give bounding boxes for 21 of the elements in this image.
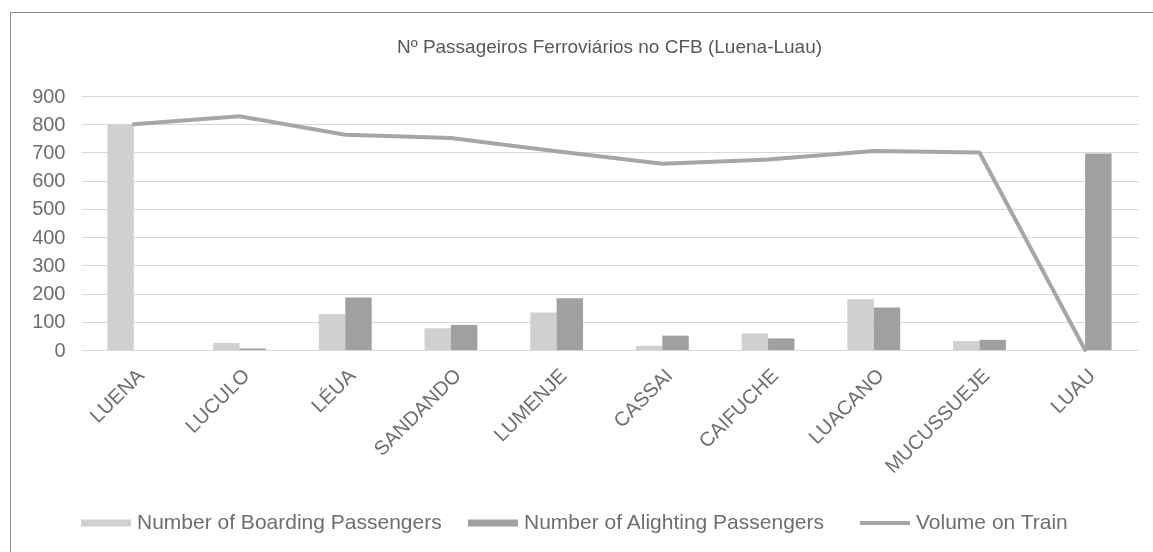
bar: [662, 335, 689, 350]
y-tick-label: 500: [32, 197, 66, 220]
legend-label: Number of Alighting Passengers: [524, 510, 824, 533]
legend-label: Volume on Train: [916, 510, 1068, 533]
bar: [873, 307, 901, 350]
y-tick-label: 0: [54, 338, 66, 361]
y-tick-label: 600: [32, 169, 66, 192]
y-tick-label: 700: [32, 140, 66, 163]
y-tick-label: 300: [32, 253, 66, 276]
bar: [345, 297, 372, 350]
chart-title: Nº Passageiros Ferroviários no CFB (Luena-Luau): [396, 36, 823, 57]
bar: [556, 298, 584, 350]
bar: [979, 339, 1006, 350]
bar: [768, 338, 795, 350]
y-tick-label: 900: [32, 84, 66, 107]
y-tick-label: 200: [32, 282, 66, 305]
y-tick-label: 100: [32, 310, 66, 333]
bar: [450, 324, 478, 350]
y-tick-label: 400: [32, 225, 66, 248]
y-tick-label: 800: [32, 112, 66, 135]
legend-label: Number of Boarding Passengers: [137, 510, 442, 533]
